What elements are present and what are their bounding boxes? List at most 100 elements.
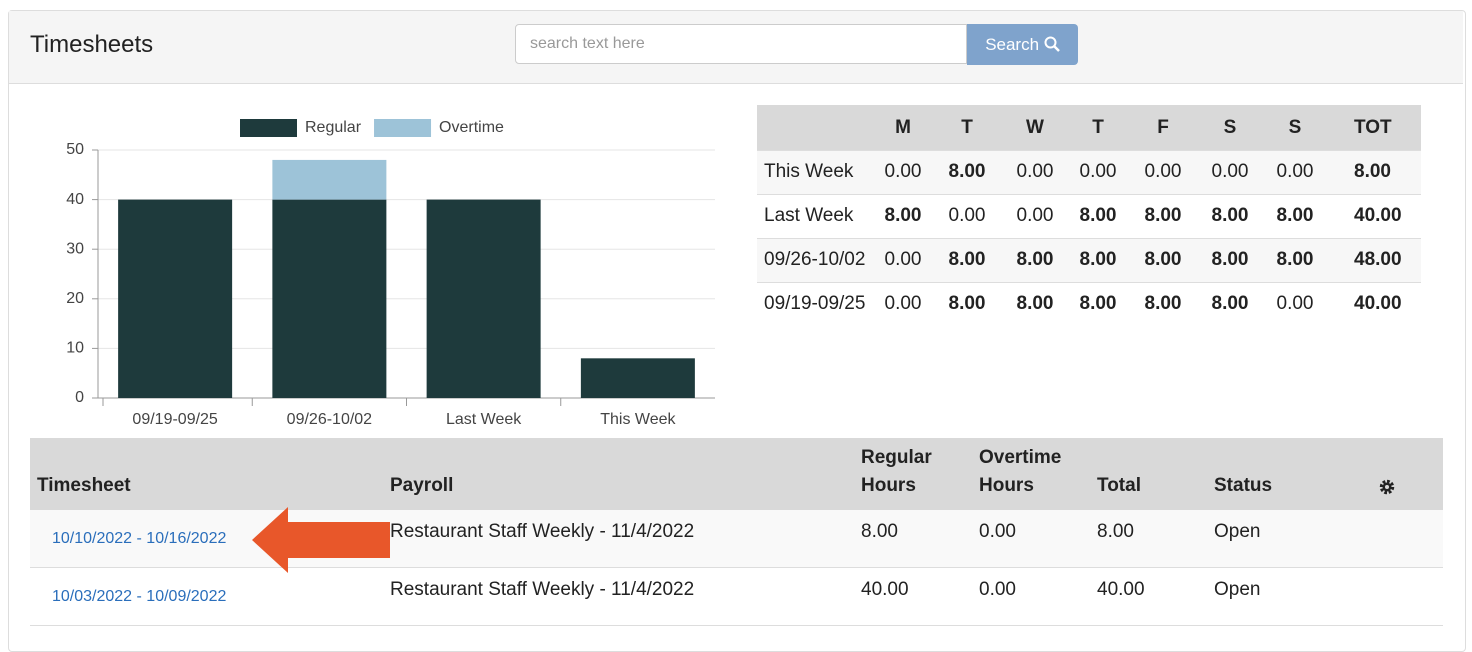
table-header-row: [757, 105, 1421, 150]
hours-value: 8.00: [948, 161, 986, 182]
cell-text: 8.00: [1097, 521, 1134, 542]
search-button-label: Search: [985, 35, 1040, 54]
hours-value: 0.00: [1276, 161, 1314, 182]
legend-label: Regular: [305, 119, 362, 136]
summary-table: M T W T F S S TOT This Week 0.00 8.00 0.00 0.00 0.00 0…: [757, 105, 1421, 326]
hours-value: 8.00: [948, 249, 986, 270]
search-input[interactable]: search text here: [515, 24, 967, 64]
hours-value: 0.00: [1144, 161, 1182, 182]
hours-value: 0.00: [1276, 293, 1314, 314]
column-header: S: [1288, 117, 1302, 138]
hours-value: 8.00: [948, 293, 986, 314]
hours-value: 8.00: [1144, 205, 1182, 226]
cell-text: 0.00: [979, 579, 1016, 600]
column-header: Regular Hours: [861, 447, 932, 496]
legend-label: Overtime: [439, 119, 504, 136]
hours-value: 48.00: [1354, 249, 1402, 270]
hours-value: 8.00: [1276, 249, 1314, 270]
page-title: Timesheets: [30, 31, 154, 58]
cell-text: Open: [1214, 579, 1261, 600]
legend-swatch: [240, 119, 297, 137]
column-header: Overtime Hours: [979, 447, 1062, 496]
hours-value: 8.00: [1016, 249, 1054, 270]
hours-value: 0.00: [948, 205, 986, 226]
column-header: TOT: [1354, 117, 1392, 138]
y-tick-label: 40: [66, 191, 84, 208]
hours-value: 0.00: [1016, 205, 1054, 226]
column-header: T: [961, 117, 973, 138]
table-row: [757, 150, 1421, 194]
bar-segment: [118, 199, 233, 398]
search-icon: [1044, 36, 1060, 52]
page: Timesheets search text here Search 0 10 20…: [8, 10, 1466, 652]
header-bar: [9, 11, 1463, 84]
cell-text: 0.00: [979, 521, 1016, 542]
hours-value: 8.00: [1211, 205, 1249, 226]
column-header: Total: [1097, 475, 1141, 496]
x-tick-label: 09/26-10/02: [287, 411, 373, 428]
cell-text: 40.00: [1097, 579, 1145, 600]
pointer-arrow: [252, 507, 390, 573]
column-header: S: [1223, 117, 1237, 138]
y-tick-label: 0: [75, 389, 84, 406]
hours-value: 8.00: [884, 205, 922, 226]
column-header: W: [1026, 117, 1044, 138]
hours-value: 0.00: [1016, 161, 1054, 182]
hours-value: 40.00: [1354, 205, 1402, 226]
cell-text: Open: [1214, 521, 1261, 542]
row-label: Last Week: [764, 205, 854, 226]
hours-value: 8.00: [1354, 161, 1391, 182]
timesheets-table: Timesheet Payroll Regular Hours Overtime Ho…: [30, 438, 1443, 628]
y-tick-label: 20: [66, 290, 84, 307]
table-row: [757, 282, 1421, 326]
column-header: Payroll: [390, 475, 454, 496]
hours-value: 8.00: [1211, 293, 1249, 314]
cell-text: 8.00: [861, 521, 898, 542]
hours-value: 8.00: [1079, 293, 1117, 314]
hours-value: 0.00: [884, 161, 922, 182]
timesheet-link[interactable]: 10/03/2022 - 10/09/2022: [52, 588, 227, 605]
y-tick-label: 10: [66, 340, 84, 357]
hours-value: 40.00: [1354, 293, 1402, 314]
y-tick-label: 50: [66, 141, 84, 158]
timesheet-link[interactable]: 10/10/2022 - 10/16/2022: [52, 530, 227, 547]
row-label: 09/26-10/02: [764, 249, 866, 270]
row-label: 09/19-09/25: [764, 293, 866, 314]
settings-icon[interactable]: [1378, 478, 1396, 496]
hours-value: 0.00: [1079, 161, 1117, 182]
chart: 0 10 20 30 40 50 09/19-09/25 09/26-10/02 Last We…: [66, 119, 715, 428]
x-tick-label: Last Week: [446, 411, 522, 428]
row-label: This Week: [764, 161, 854, 182]
hours-value: 8.00: [1144, 293, 1182, 314]
x-tick-label: 09/19-09/25: [132, 411, 218, 428]
y-tick-label: 30: [66, 240, 84, 257]
hours-value: 0.00: [884, 293, 922, 314]
table-header-row: [30, 438, 1443, 510]
table-row: [757, 238, 1421, 282]
table-row: [30, 568, 1443, 626]
bar-segment: [580, 358, 695, 398]
x-tick-label: This Week: [600, 411, 676, 428]
column-header: T: [1092, 117, 1104, 138]
column-header: Timesheet: [37, 475, 131, 496]
cell-text: Restaurant Staff Weekly - 11/4/2022: [390, 521, 695, 542]
cell-text: Restaurant Staff Weekly - 11/4/2022: [390, 579, 695, 600]
hours-value: 8.00: [1144, 249, 1182, 270]
legend-swatch: [374, 119, 432, 137]
hours-value: 8.00: [1079, 249, 1117, 270]
bar-segment: [272, 199, 387, 398]
hours-value: 0.00: [884, 249, 922, 270]
column-header: M: [895, 117, 911, 138]
cell-text: 40.00: [861, 579, 909, 600]
hours-value: 8.00: [1079, 205, 1117, 226]
hours-value: 8.00: [1276, 205, 1314, 226]
table-row: [757, 194, 1421, 238]
column-header: Status: [1214, 475, 1273, 496]
bar-segment: [426, 199, 541, 398]
hours-value: 8.00: [1016, 293, 1054, 314]
hours-value: 8.00: [1211, 249, 1249, 270]
bar-segment: [272, 159, 387, 200]
hours-value: 0.00: [1211, 161, 1249, 182]
column-header: F: [1157, 117, 1169, 138]
search-button[interactable]: Search: [967, 24, 1078, 65]
